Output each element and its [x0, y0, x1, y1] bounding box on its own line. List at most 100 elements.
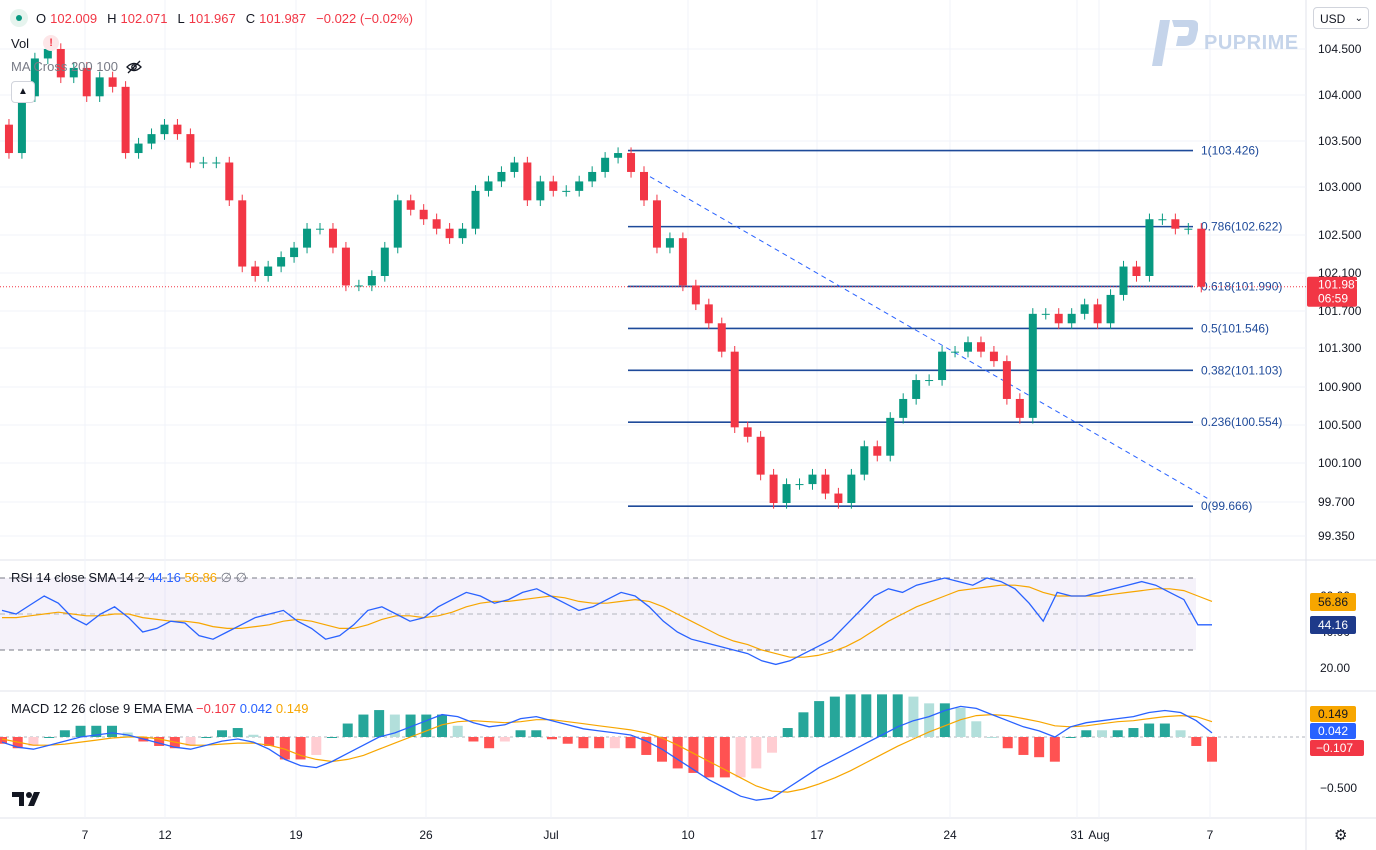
candle-body [484, 181, 493, 191]
candle-body [380, 247, 389, 276]
candle-body [717, 323, 726, 352]
ma-cross-legend[interactable]: MA Cross 200 100 [11, 59, 142, 74]
candle-body [938, 351, 947, 381]
candle-body [95, 77, 104, 97]
candle-body [873, 446, 882, 456]
candle-body [212, 162, 221, 164]
price-axis-tick: 101.300 [1318, 341, 1362, 355]
candle-body [1015, 398, 1024, 418]
open-label: O [36, 10, 47, 26]
open-value: 102.009 [50, 10, 98, 26]
candle-body [458, 228, 467, 239]
candle-body [549, 181, 558, 191]
macd-histogram-bar [987, 737, 997, 738]
currency-label: USD [1320, 12, 1346, 26]
macd-line [1, 705, 1213, 801]
chevron-down-icon: ⌄ [1354, 13, 1363, 24]
macd-histogram-bar [829, 696, 840, 737]
macd-histogram-bar [861, 694, 872, 737]
high-label: H [107, 10, 117, 26]
macd-histogram-bar [594, 737, 605, 749]
date-axis-tick: 10 [681, 828, 695, 842]
close-label: C [245, 10, 256, 26]
macd-histogram-bar [672, 737, 683, 769]
macd-histogram-bar [295, 737, 306, 760]
macd-histogram-bar [688, 737, 699, 773]
macd-histogram-bar [264, 737, 275, 746]
macd-hist-badge-value: −0.107 [1316, 741, 1353, 755]
candle-body [523, 162, 532, 201]
date-axis-tick: 26 [419, 828, 433, 842]
candle-body [328, 228, 337, 248]
candle-body [316, 228, 324, 230]
rsi-label: RSI 14 close SMA 14 2 [11, 570, 145, 585]
price-axis-tick: 102.500 [1318, 228, 1362, 242]
macd-histogram-bar [547, 737, 557, 740]
candle-body [1145, 219, 1154, 276]
candle-body [951, 351, 960, 353]
macd-histogram-bar [704, 737, 715, 778]
candle-body [665, 238, 674, 248]
price-axis-tick: 99.350 [1318, 529, 1355, 543]
candle-body [562, 190, 571, 192]
candle-body [821, 474, 830, 494]
macd-histogram-bar [437, 714, 447, 737]
empty-set-icon: ∅ [235, 570, 247, 585]
fib-level-label: 0.618(101.990) [1201, 279, 1282, 293]
candle-body [912, 380, 921, 399]
candle-body [30, 58, 39, 97]
macd-histogram-bar [327, 737, 337, 738]
collapse-legend-button[interactable]: ▲ [11, 81, 35, 103]
price-axis-tick: 101.700 [1318, 304, 1362, 318]
candle-body [1054, 313, 1063, 324]
candle-body [704, 304, 713, 324]
volume-legend[interactable]: Vol ! [11, 35, 60, 51]
eye-hidden-icon[interactable] [126, 60, 142, 74]
candle-body [445, 228, 454, 239]
candle-body [730, 351, 739, 428]
macd-histogram-bar [107, 725, 117, 737]
macd-badge [1310, 723, 1356, 739]
candle-body [795, 484, 804, 486]
rsi-legend[interactable]: RSI 14 close SMA 14 2 44.16 56.86 ∅ ∅ [11, 570, 247, 586]
candle-body [743, 427, 752, 437]
macd-histogram-bar [1112, 730, 1123, 737]
macd-histogram-bar [845, 694, 856, 737]
macd-histogram-bar [59, 730, 70, 737]
tradingview-logo-icon[interactable] [12, 790, 46, 808]
macd-histogram-bar [484, 737, 495, 749]
countdown-value: 06:59 [1318, 292, 1348, 306]
candle-body [769, 474, 778, 503]
macd-legend[interactable]: MACD 12 26 close 9 EMA EMA −0.107 0.042 … [11, 701, 308, 716]
date-axis-tick: 31 [1070, 828, 1084, 842]
candle-body [108, 77, 117, 87]
macd-histogram-bar [578, 737, 589, 749]
candle-body [471, 190, 480, 229]
candle-body [1041, 313, 1050, 315]
candle-body [834, 493, 843, 503]
candle-body [56, 49, 65, 78]
warning-icon[interactable]: ! [43, 35, 60, 51]
candle-body [186, 134, 195, 163]
macd-histogram-bar [1081, 730, 1092, 737]
price-axis-tick: 100.100 [1318, 456, 1362, 470]
candle-body [640, 171, 648, 201]
macd-histogram-bar [232, 728, 243, 737]
gear-icon[interactable]: ⚙ [1334, 827, 1348, 844]
macd-histogram-bar [971, 721, 982, 737]
currency-selector[interactable]: USD ⌄ [1313, 7, 1369, 29]
puprime-logo-icon [1152, 20, 1198, 66]
candle-body [173, 124, 182, 135]
macd-histogram-bar [531, 730, 542, 737]
macd-histogram-bar [641, 737, 652, 755]
macd-histogram-bar [782, 728, 793, 737]
last-price-badge [1307, 276, 1357, 307]
candle-body [808, 474, 817, 485]
candle-body [497, 171, 506, 182]
rsi-ma-badge-value: 56.86 [1318, 595, 1348, 609]
candle-body [290, 247, 299, 258]
macd-histogram-bar [1065, 737, 1076, 738]
candle-body [627, 153, 636, 172]
macd-histogram-bar [1097, 730, 1107, 737]
